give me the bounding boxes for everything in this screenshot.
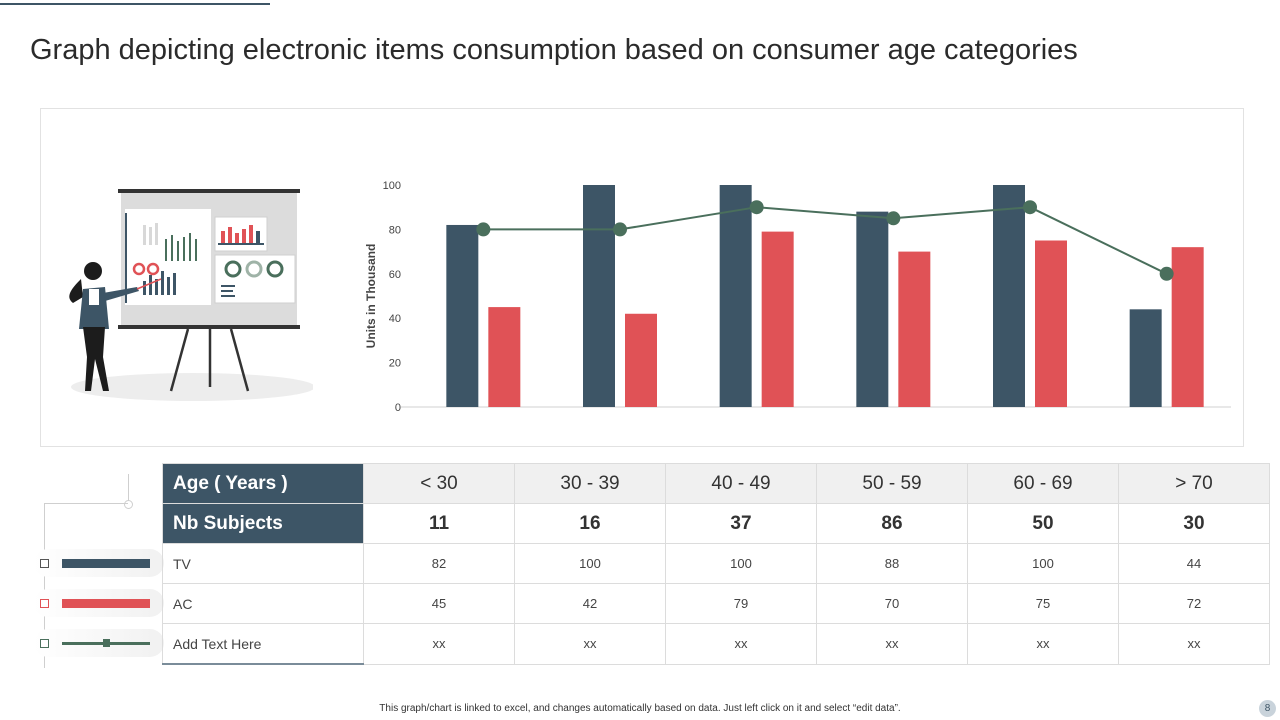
bar-tv (583, 185, 615, 407)
page-number-badge: 8 (1259, 700, 1276, 717)
y-tick-label: 60 (389, 269, 401, 281)
bar-tv (856, 211, 889, 407)
legend-row-line (34, 629, 164, 657)
tv-value-cell: 100 (665, 543, 817, 584)
legend-connector-h (44, 503, 128, 504)
age-group-cell: 60 - 69 (967, 463, 1119, 504)
age-group-cell: 40 - 49 (665, 463, 817, 504)
bar-tv (993, 185, 1025, 407)
legend-checkbox-line (40, 639, 49, 648)
legend-line-marker (103, 639, 110, 647)
tv-value-cell: 100 (514, 543, 666, 584)
presenter-illustration (69, 189, 313, 401)
custom-value-cell: xx (363, 623, 515, 665)
custom-value-cell: xx (816, 623, 968, 665)
legend-connector-v (44, 503, 45, 668)
age-group-cell: 30 - 39 (514, 463, 666, 504)
slide-title: Graph depicting electronic items consump… (30, 34, 1078, 66)
bar-ac (1171, 247, 1204, 407)
table-row-subjects: Nb Subjects 11 16 37 86 50 30 (162, 503, 1270, 544)
top-accent-rule (0, 3, 270, 5)
subjects-cell: 11 (363, 503, 515, 544)
line-series (483, 206, 1168, 275)
table-row-custom: Add Text Here xx xx xx xx xx xx (162, 623, 1270, 665)
line-point (749, 200, 764, 215)
custom-value-cell: xx (665, 623, 817, 665)
combo-chart: 0 20 40 60 80 100 Units in Thousand (364, 180, 1231, 414)
line-point (1023, 200, 1037, 215)
row-label-ac: AC (162, 583, 364, 624)
table-row-tv: TV 82 100 100 88 100 44 (162, 543, 1270, 584)
subjects-header-label: Nb Subjects (162, 503, 364, 544)
bar-tv (719, 185, 752, 407)
ac-value-cell: 75 (967, 583, 1119, 624)
y-axis-label: Units in Thousand (364, 244, 378, 349)
footer-note: This graph/chart is linked to excel, and… (379, 703, 901, 714)
custom-value-cell: xx (967, 623, 1119, 665)
line-point (1159, 266, 1174, 281)
subjects-cell: 37 (665, 503, 817, 544)
ac-value-cell: 79 (665, 583, 817, 624)
tv-value-cell: 82 (363, 543, 515, 584)
age-header-label: Age ( Years ) (162, 463, 364, 504)
table-row-age: Age ( Years ) < 30 30 - 39 40 - 49 50 - … (162, 463, 1270, 504)
bar-tv (446, 224, 479, 407)
bar-ac (898, 251, 931, 407)
bar-ac (1035, 240, 1067, 407)
age-group-cell: < 30 (363, 463, 515, 504)
tv-value-cell: 100 (967, 543, 1119, 584)
legend-checkbox-ac (40, 599, 49, 608)
ac-value-cell: 70 (816, 583, 968, 624)
subjects-cell: 16 (514, 503, 666, 544)
row-label-custom: Add Text Here (162, 623, 364, 665)
y-tick-label: 80 (389, 224, 401, 236)
subjects-cell: 30 (1118, 503, 1270, 544)
custom-value-cell: xx (1118, 623, 1270, 665)
y-tick-label: 100 (383, 180, 401, 192)
table-row-ac: AC 45 42 79 70 75 72 (162, 583, 1270, 624)
chart-panel: 0 20 40 60 80 100 Units in Thousand (40, 108, 1244, 447)
legend-connector-dot (124, 500, 133, 509)
y-tick-label: 40 (389, 313, 401, 325)
line-point (613, 222, 627, 237)
tv-value-cell: 88 (816, 543, 968, 584)
legend-swatch-tv (62, 559, 150, 568)
legend-checkbox-tv (40, 559, 49, 568)
tv-value-cell: 44 (1118, 543, 1270, 584)
age-group-cell: > 70 (1118, 463, 1270, 504)
subjects-cell: 50 (967, 503, 1119, 544)
ac-value-cell: 42 (514, 583, 666, 624)
bar-ac (488, 307, 521, 407)
line-point (476, 222, 491, 237)
data-table: Age ( Years ) < 30 30 - 39 40 - 49 50 - … (162, 463, 1270, 665)
bar-ac (761, 231, 794, 407)
legend-row-ac (34, 589, 164, 617)
custom-value-cell: xx (514, 623, 666, 665)
ac-value-cell: 72 (1118, 583, 1270, 624)
legend-connector (128, 474, 129, 506)
y-tick-label: 20 (389, 358, 401, 370)
row-label-tv: TV (162, 543, 364, 584)
ac-value-cell: 45 (363, 583, 515, 624)
legend-row-tv (34, 549, 164, 577)
bar-tv (1129, 309, 1162, 407)
table-legend (34, 468, 164, 678)
legend-swatch-ac (62, 599, 150, 608)
line-point (886, 211, 901, 226)
age-group-cell: 50 - 59 (816, 463, 968, 504)
subjects-cell: 86 (816, 503, 968, 544)
bar-ac (625, 313, 657, 407)
y-tick-label: 0 (395, 402, 401, 414)
